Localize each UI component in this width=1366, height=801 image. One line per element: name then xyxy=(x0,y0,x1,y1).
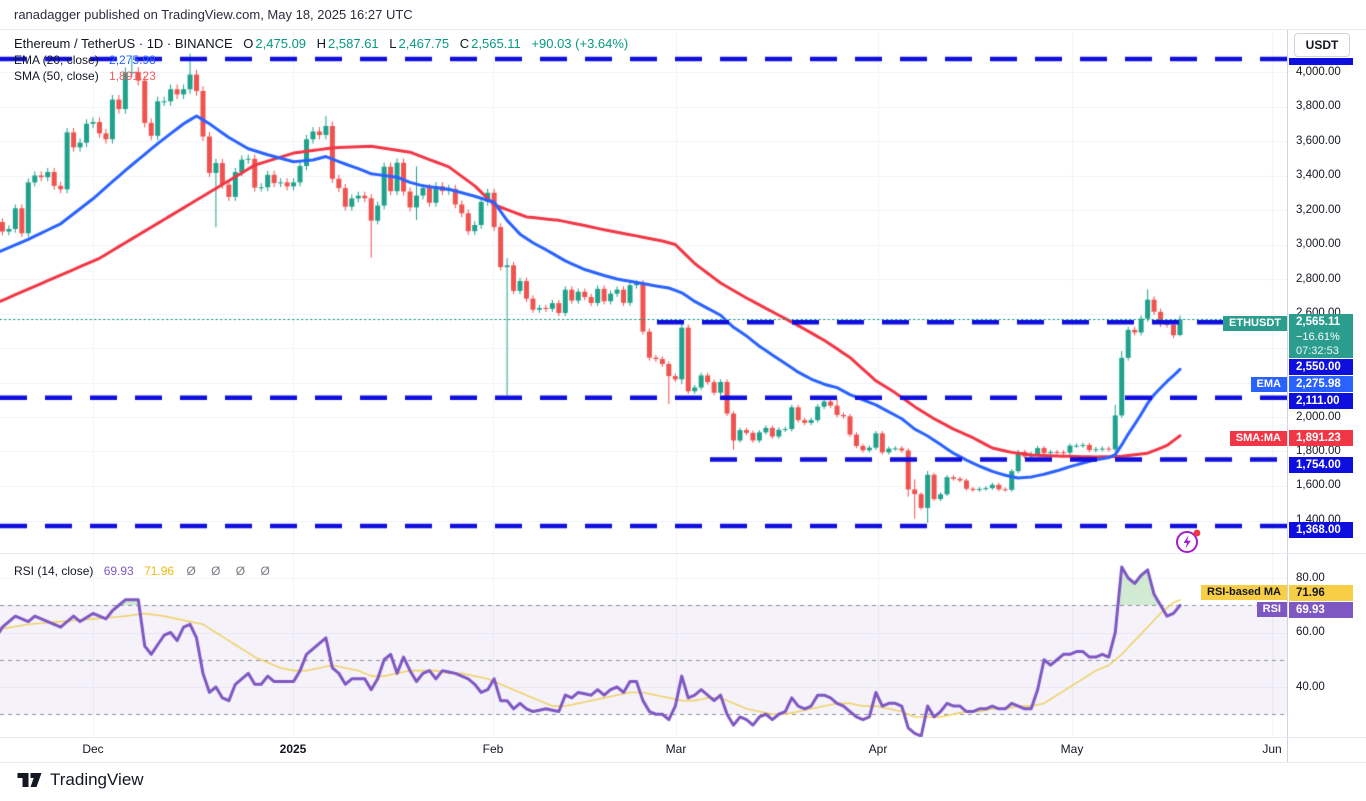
bar-countdown: 07:32:53 xyxy=(1296,345,1339,357)
symbol-tag: ETHUSDT xyxy=(1223,316,1287,331)
ema-value: 2,275.98 xyxy=(109,53,156,67)
price-tick-label: 2,800.00 xyxy=(1296,273,1341,285)
price-tick-label: 3,400.00 xyxy=(1296,169,1341,181)
high-value: 2,587.61 xyxy=(328,36,379,51)
rsi-badge: 69.93 xyxy=(1289,602,1353,618)
low-label: L xyxy=(389,36,397,51)
rsi-tick-label: 80.00 xyxy=(1296,572,1325,584)
price-tick-label: 1,800.00 xyxy=(1296,445,1341,457)
attribution-bar: ranadagger published on TradingView.com,… xyxy=(0,0,1366,29)
ema-price-badge: 2,275.98 xyxy=(1289,376,1353,392)
time-tick-label: Dec xyxy=(82,742,104,756)
sma-price-badge: 1,891.23 xyxy=(1289,430,1353,446)
rsi-tick-label: 60.00 xyxy=(1296,626,1325,638)
last-price-badge: 2,565.11 −16.61% 07:32:53 xyxy=(1289,314,1353,358)
symbol-title: Ethereum / TetherUS · 1D · BINANCE xyxy=(14,36,233,51)
rsi-value: 69.93 xyxy=(103,564,134,578)
rsi-ma-tag: RSI-based MA xyxy=(1201,585,1287,600)
sma-value: 1,891.23 xyxy=(109,69,156,83)
separator-panels xyxy=(0,553,1366,554)
open-label: O xyxy=(243,36,254,51)
high-label: H xyxy=(316,36,327,51)
rsi-tag: RSI xyxy=(1256,602,1287,617)
price-tick-label: 1,600.00 xyxy=(1296,479,1341,491)
axis-border xyxy=(1287,29,1288,762)
last-price-value: 2,565.11 xyxy=(1296,316,1341,328)
flash-marker-icon[interactable] xyxy=(1173,527,1203,555)
price-tick-label: 3,000.00 xyxy=(1296,238,1341,250)
close-value: 2,565.11 xyxy=(471,36,521,51)
low-value: 2,467.75 xyxy=(398,36,450,51)
symbol-legend[interactable]: Ethereum / TetherUS · 1D · BINANCE O 2,47… xyxy=(14,36,628,51)
separator-top xyxy=(0,29,1366,30)
rsi-ma-value: 71.96 xyxy=(144,564,175,578)
tradingview-logo-icon xyxy=(17,773,42,787)
level-badge-1368: 1,368.00 xyxy=(1289,522,1353,538)
rsi-hidden-values: Ø Ø Ø Ø xyxy=(186,564,276,578)
change-value: +90.03 (+3.64%) xyxy=(531,36,629,51)
level-badge-2550: 2,550.00 xyxy=(1289,359,1353,375)
time-tick-label: Mar xyxy=(665,742,687,756)
price-tick-label: 3,800.00 xyxy=(1296,100,1341,112)
time-tick-label: May xyxy=(1060,742,1084,756)
rsi-legend[interactable]: RSI (14, close) 69.93 71.96 Ø Ø Ø Ø xyxy=(14,564,276,578)
level-badge-4075 xyxy=(1289,58,1353,65)
close-label: C xyxy=(459,36,470,51)
separator-time-axis xyxy=(0,737,1366,738)
level-badge-1754: 1,754.00 xyxy=(1289,457,1353,473)
ema-legend[interactable]: EMA (20, close) 2,275.98 xyxy=(14,53,156,67)
price-tick-label: 3,600.00 xyxy=(1296,135,1341,147)
sma-tag: SMA:MA xyxy=(1229,431,1287,446)
currency-toggle-button[interactable]: USDT xyxy=(1294,33,1350,57)
tradingview-logo-text: TradingView xyxy=(50,770,144,789)
sma-legend[interactable]: SMA (50, close) 1,891.23 xyxy=(14,69,156,83)
last-price-change-pct: −16.61% xyxy=(1296,331,1340,343)
ema-tag: EMA xyxy=(1250,377,1287,392)
rsi-ma-badge: 71.96 xyxy=(1289,585,1353,601)
tradingview-logo[interactable]: TradingView xyxy=(16,766,144,794)
price-tick-label: 2,000.00 xyxy=(1296,411,1341,423)
time-tick-label: Jun xyxy=(1262,742,1282,756)
rsi-tick-label: 40.00 xyxy=(1296,681,1325,693)
time-tick-label: Apr xyxy=(868,742,888,756)
open-value: 2,475.09 xyxy=(255,36,307,51)
separator-bottom xyxy=(0,762,1366,763)
price-tick-label: 3,200.00 xyxy=(1296,204,1341,216)
time-tick-label: Feb xyxy=(482,742,504,756)
price-tick-label: 4,000.00 xyxy=(1296,66,1341,78)
level-badge-2111: 2,111.00 xyxy=(1289,393,1353,409)
time-tick-label: 2025 xyxy=(279,742,307,756)
